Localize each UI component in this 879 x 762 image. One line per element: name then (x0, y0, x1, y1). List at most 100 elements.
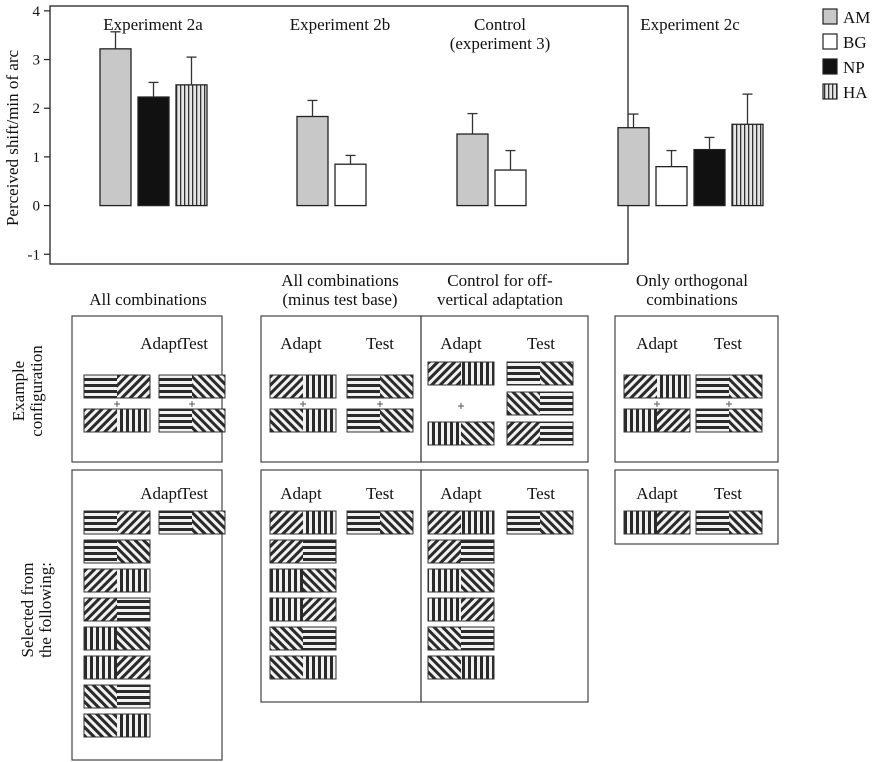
stimulus (83, 510, 151, 535)
stimulus (623, 510, 691, 535)
panel-2: All combinations(minus test base) Adapt Te… (260, 271, 422, 703)
stimulus-half (84, 627, 117, 650)
stimulus-half (461, 422, 494, 445)
bar-np (693, 148, 726, 207)
stimulus-half (428, 540, 461, 563)
stimulus (269, 539, 337, 564)
stimulus-half (507, 362, 540, 385)
stimulus-border (427, 655, 495, 680)
adapt-label: Adapt (636, 484, 678, 503)
stimulus (506, 391, 574, 416)
panel-heading: (minus test base) (282, 290, 397, 309)
stimulus-half (428, 627, 461, 650)
stimulus-half (507, 511, 540, 534)
stimulus-diagram: Example configuration Selected from the fol… (9, 271, 779, 761)
stimulus-half (461, 540, 494, 563)
stimulus-half (270, 409, 303, 432)
fixation-cross (726, 401, 732, 407)
stimulus-border (83, 597, 151, 622)
bar-bg (655, 165, 688, 207)
stimulus-half (117, 714, 150, 737)
stimulus-border (269, 374, 337, 399)
bar-am (296, 115, 329, 207)
stimulus (269, 626, 337, 651)
stimulus-border (427, 539, 495, 564)
y-tick-label: 2 (33, 101, 41, 117)
stimulus-border (83, 568, 151, 593)
stimulus (269, 408, 337, 433)
stimulus (269, 510, 337, 535)
stimulus-half (303, 409, 336, 432)
selected-box (614, 469, 779, 545)
stimulus-half (657, 511, 690, 534)
row-label: Selected from (18, 563, 37, 658)
stimulus (623, 408, 691, 433)
legend-swatch-am (822, 8, 838, 25)
stimulus-half (117, 540, 150, 563)
legend-label: BG (843, 33, 867, 52)
stimulus (623, 374, 691, 399)
fixation-cross (377, 401, 383, 407)
test-label: Test (180, 334, 208, 353)
selected-box (420, 469, 589, 703)
stimulus-half (270, 598, 303, 621)
stimulus-half (270, 375, 303, 398)
test-label: Test (714, 484, 742, 503)
stimulus-half (270, 511, 303, 534)
y-tick-label: 3 (33, 53, 41, 69)
stimulus-border (83, 539, 151, 564)
adapt-label: Adapt (636, 334, 678, 353)
bar-bg (334, 163, 367, 207)
stimulus-border (623, 374, 691, 399)
stimulus-border (506, 361, 574, 386)
stimulus-border (83, 684, 151, 709)
bar-chart: -1 0 1 2 3 4 Perceived shift/min of arc Exper… (3, 4, 764, 265)
stimulus-half (380, 511, 413, 534)
group-label: Experiment 2a (103, 15, 203, 34)
legend: AM BG NP HA (822, 8, 870, 102)
stimulus (427, 510, 495, 535)
stimulus-border (695, 408, 763, 433)
stimulus-border (506, 391, 574, 416)
example-box (420, 315, 589, 463)
stimulus-half (540, 362, 573, 385)
stimulus-border (269, 626, 337, 651)
y-tick-label: -1 (28, 247, 41, 263)
stimulus (158, 408, 226, 433)
stimulus (346, 408, 414, 433)
stimulus-half (696, 375, 729, 398)
group-label: Experiment 2c (640, 15, 740, 34)
stimulus-half (624, 375, 657, 398)
adapt-label: Adapt (140, 334, 182, 353)
stimulus-border (158, 374, 226, 399)
stimulus-half (507, 392, 540, 415)
group-label: Experiment 2b (290, 15, 391, 34)
stimulus-border (427, 626, 495, 651)
stimulus-half (84, 540, 117, 563)
panel-heading: All combinations (281, 271, 399, 290)
fixation-cross (114, 401, 120, 407)
stimulus-half (303, 627, 336, 650)
stimulus (83, 713, 151, 738)
stimulus (506, 421, 574, 446)
row-label: configuration (27, 345, 46, 437)
stimulus (83, 597, 151, 622)
stimulus-half (428, 598, 461, 621)
stimulus-border (83, 374, 151, 399)
stimulus (83, 539, 151, 564)
stimulus-border (346, 374, 414, 399)
legend-swatch-np (822, 58, 838, 75)
stimulus-half (428, 422, 461, 445)
stimulus-half (84, 511, 117, 534)
panel-heading: Only orthogonal (636, 271, 748, 290)
y-tick-label: 4 (33, 4, 41, 20)
selected-box (71, 469, 223, 761)
adapt-label: Adapt (440, 484, 482, 503)
stimulus-half (84, 714, 117, 737)
legend-swatch-ha (822, 83, 838, 100)
stimulus-half (507, 422, 540, 445)
stimulus-half (380, 375, 413, 398)
